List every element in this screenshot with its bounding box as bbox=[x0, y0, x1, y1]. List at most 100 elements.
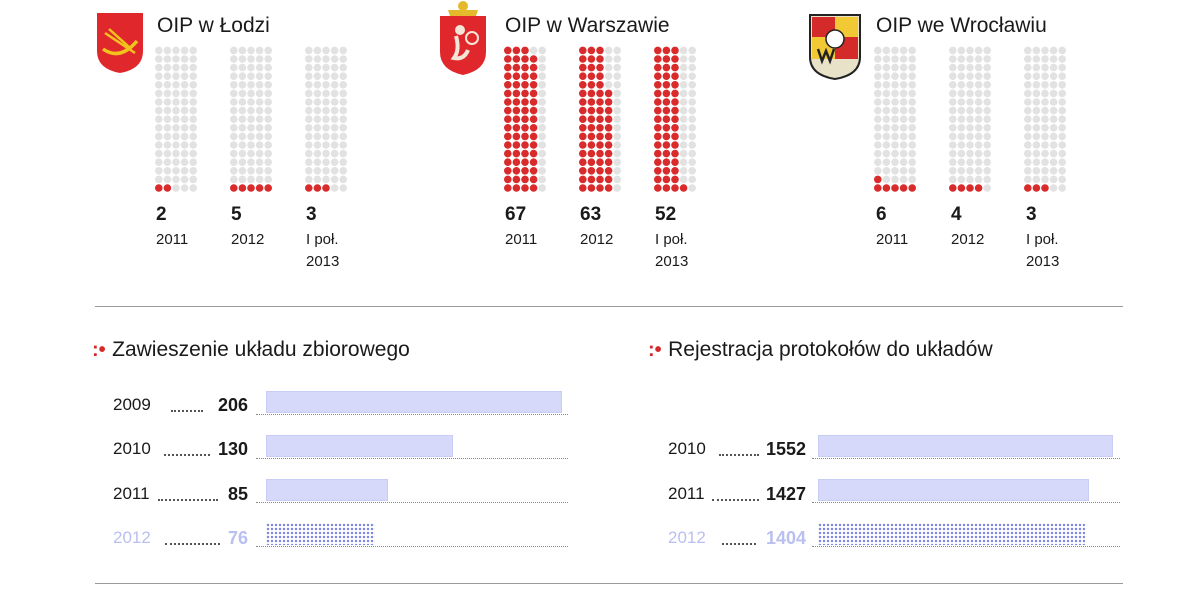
dot-empty bbox=[247, 158, 255, 166]
dot-filled bbox=[521, 106, 529, 115]
dot-empty bbox=[172, 46, 180, 55]
dot-empty bbox=[1032, 115, 1041, 123]
dot-empty bbox=[264, 158, 273, 166]
dot-empty bbox=[322, 149, 330, 158]
dot-empty bbox=[305, 115, 313, 123]
dot-empty bbox=[613, 89, 621, 98]
dot-empty bbox=[1049, 132, 1058, 141]
dot-empty bbox=[189, 141, 197, 149]
dot-empty bbox=[679, 46, 688, 55]
dot-empty bbox=[238, 124, 247, 132]
dot-filled bbox=[596, 63, 604, 72]
dot-filled bbox=[671, 115, 679, 123]
dot-empty bbox=[1032, 72, 1041, 80]
dot-empty bbox=[613, 55, 621, 63]
dot-filled bbox=[662, 46, 671, 55]
dot-empty bbox=[330, 89, 339, 98]
dot-empty bbox=[891, 175, 899, 184]
dot-empty bbox=[305, 167, 313, 175]
dot-empty bbox=[983, 115, 991, 123]
dot-empty bbox=[255, 89, 264, 98]
dot-empty bbox=[891, 132, 899, 141]
dot-filled bbox=[504, 72, 512, 80]
dot-empty bbox=[247, 55, 255, 63]
dot-empty bbox=[949, 63, 957, 72]
dot-empty bbox=[966, 98, 974, 106]
dot-empty bbox=[313, 46, 322, 55]
dot-empty bbox=[1058, 184, 1066, 192]
dot-filled bbox=[908, 184, 916, 192]
dot-empty bbox=[238, 106, 247, 115]
dot-filled bbox=[662, 98, 671, 106]
dot-empty bbox=[679, 124, 688, 132]
dot-empty bbox=[1041, 115, 1049, 123]
dot-empty bbox=[155, 141, 163, 149]
dot-empty bbox=[305, 149, 313, 158]
dot-filled bbox=[529, 158, 538, 166]
dot-empty bbox=[189, 158, 197, 166]
dot-filled bbox=[671, 55, 679, 63]
dot-empty bbox=[679, 106, 688, 115]
dot-empty bbox=[1058, 167, 1066, 175]
dot-empty bbox=[949, 98, 957, 106]
dot-filled bbox=[587, 149, 596, 158]
dot-filled bbox=[596, 46, 604, 55]
dot-empty bbox=[1058, 72, 1066, 80]
dot-empty bbox=[163, 158, 172, 166]
dot-empty bbox=[189, 46, 197, 55]
rej-leader-2010 bbox=[719, 454, 759, 456]
dot-empty bbox=[1049, 124, 1058, 132]
dot-empty bbox=[966, 158, 974, 166]
dot-filled bbox=[662, 132, 671, 141]
dot-filled bbox=[512, 141, 521, 149]
dot-empty bbox=[1041, 149, 1049, 158]
dot-empty bbox=[1041, 132, 1049, 141]
dot-empty bbox=[1049, 72, 1058, 80]
dot-empty bbox=[172, 89, 180, 98]
zaw-value-2009: 206 bbox=[217, 395, 248, 415]
dot-empty bbox=[957, 63, 966, 72]
dot-empty bbox=[230, 167, 238, 175]
dot-filled bbox=[671, 89, 679, 98]
dot-filled bbox=[654, 132, 662, 141]
dot-empty bbox=[305, 46, 313, 55]
dot-empty bbox=[155, 124, 163, 132]
dot-empty bbox=[247, 132, 255, 141]
dot-empty bbox=[874, 72, 882, 80]
dot-empty bbox=[330, 72, 339, 80]
dot-empty bbox=[908, 167, 916, 175]
dot-empty bbox=[891, 98, 899, 106]
dot-empty bbox=[1024, 141, 1032, 149]
dot-empty bbox=[538, 81, 546, 89]
dot-filled bbox=[587, 106, 596, 115]
dot-empty bbox=[305, 63, 313, 72]
dot-empty bbox=[1032, 149, 1041, 158]
dot-empty bbox=[163, 55, 172, 63]
dot-empty bbox=[974, 158, 983, 166]
dot-empty bbox=[538, 63, 546, 72]
dot-empty bbox=[957, 175, 966, 184]
dot-empty bbox=[957, 158, 966, 166]
dot-empty bbox=[1058, 158, 1066, 166]
dot-empty bbox=[688, 55, 696, 63]
dot-empty bbox=[155, 149, 163, 158]
dot-empty bbox=[163, 175, 172, 184]
rej-year-2011: 2011 bbox=[668, 484, 705, 503]
zaw-baseline-2012 bbox=[256, 546, 568, 547]
wroclaw-2013-value: 3 bbox=[1026, 204, 1037, 225]
dot-filled bbox=[579, 184, 587, 192]
dot-empty bbox=[899, 46, 908, 55]
dot-empty bbox=[983, 167, 991, 175]
dot-filled bbox=[579, 81, 587, 89]
dot-empty bbox=[1041, 141, 1049, 149]
dot-filled bbox=[587, 72, 596, 80]
dot-filled bbox=[579, 98, 587, 106]
dot-filled bbox=[587, 124, 596, 132]
dot-filled bbox=[654, 167, 662, 175]
dot-empty bbox=[949, 158, 957, 166]
dot-empty bbox=[957, 89, 966, 98]
dot-empty bbox=[247, 72, 255, 80]
dot-empty bbox=[163, 106, 172, 115]
dot-filled bbox=[662, 115, 671, 123]
dot-empty bbox=[1049, 55, 1058, 63]
